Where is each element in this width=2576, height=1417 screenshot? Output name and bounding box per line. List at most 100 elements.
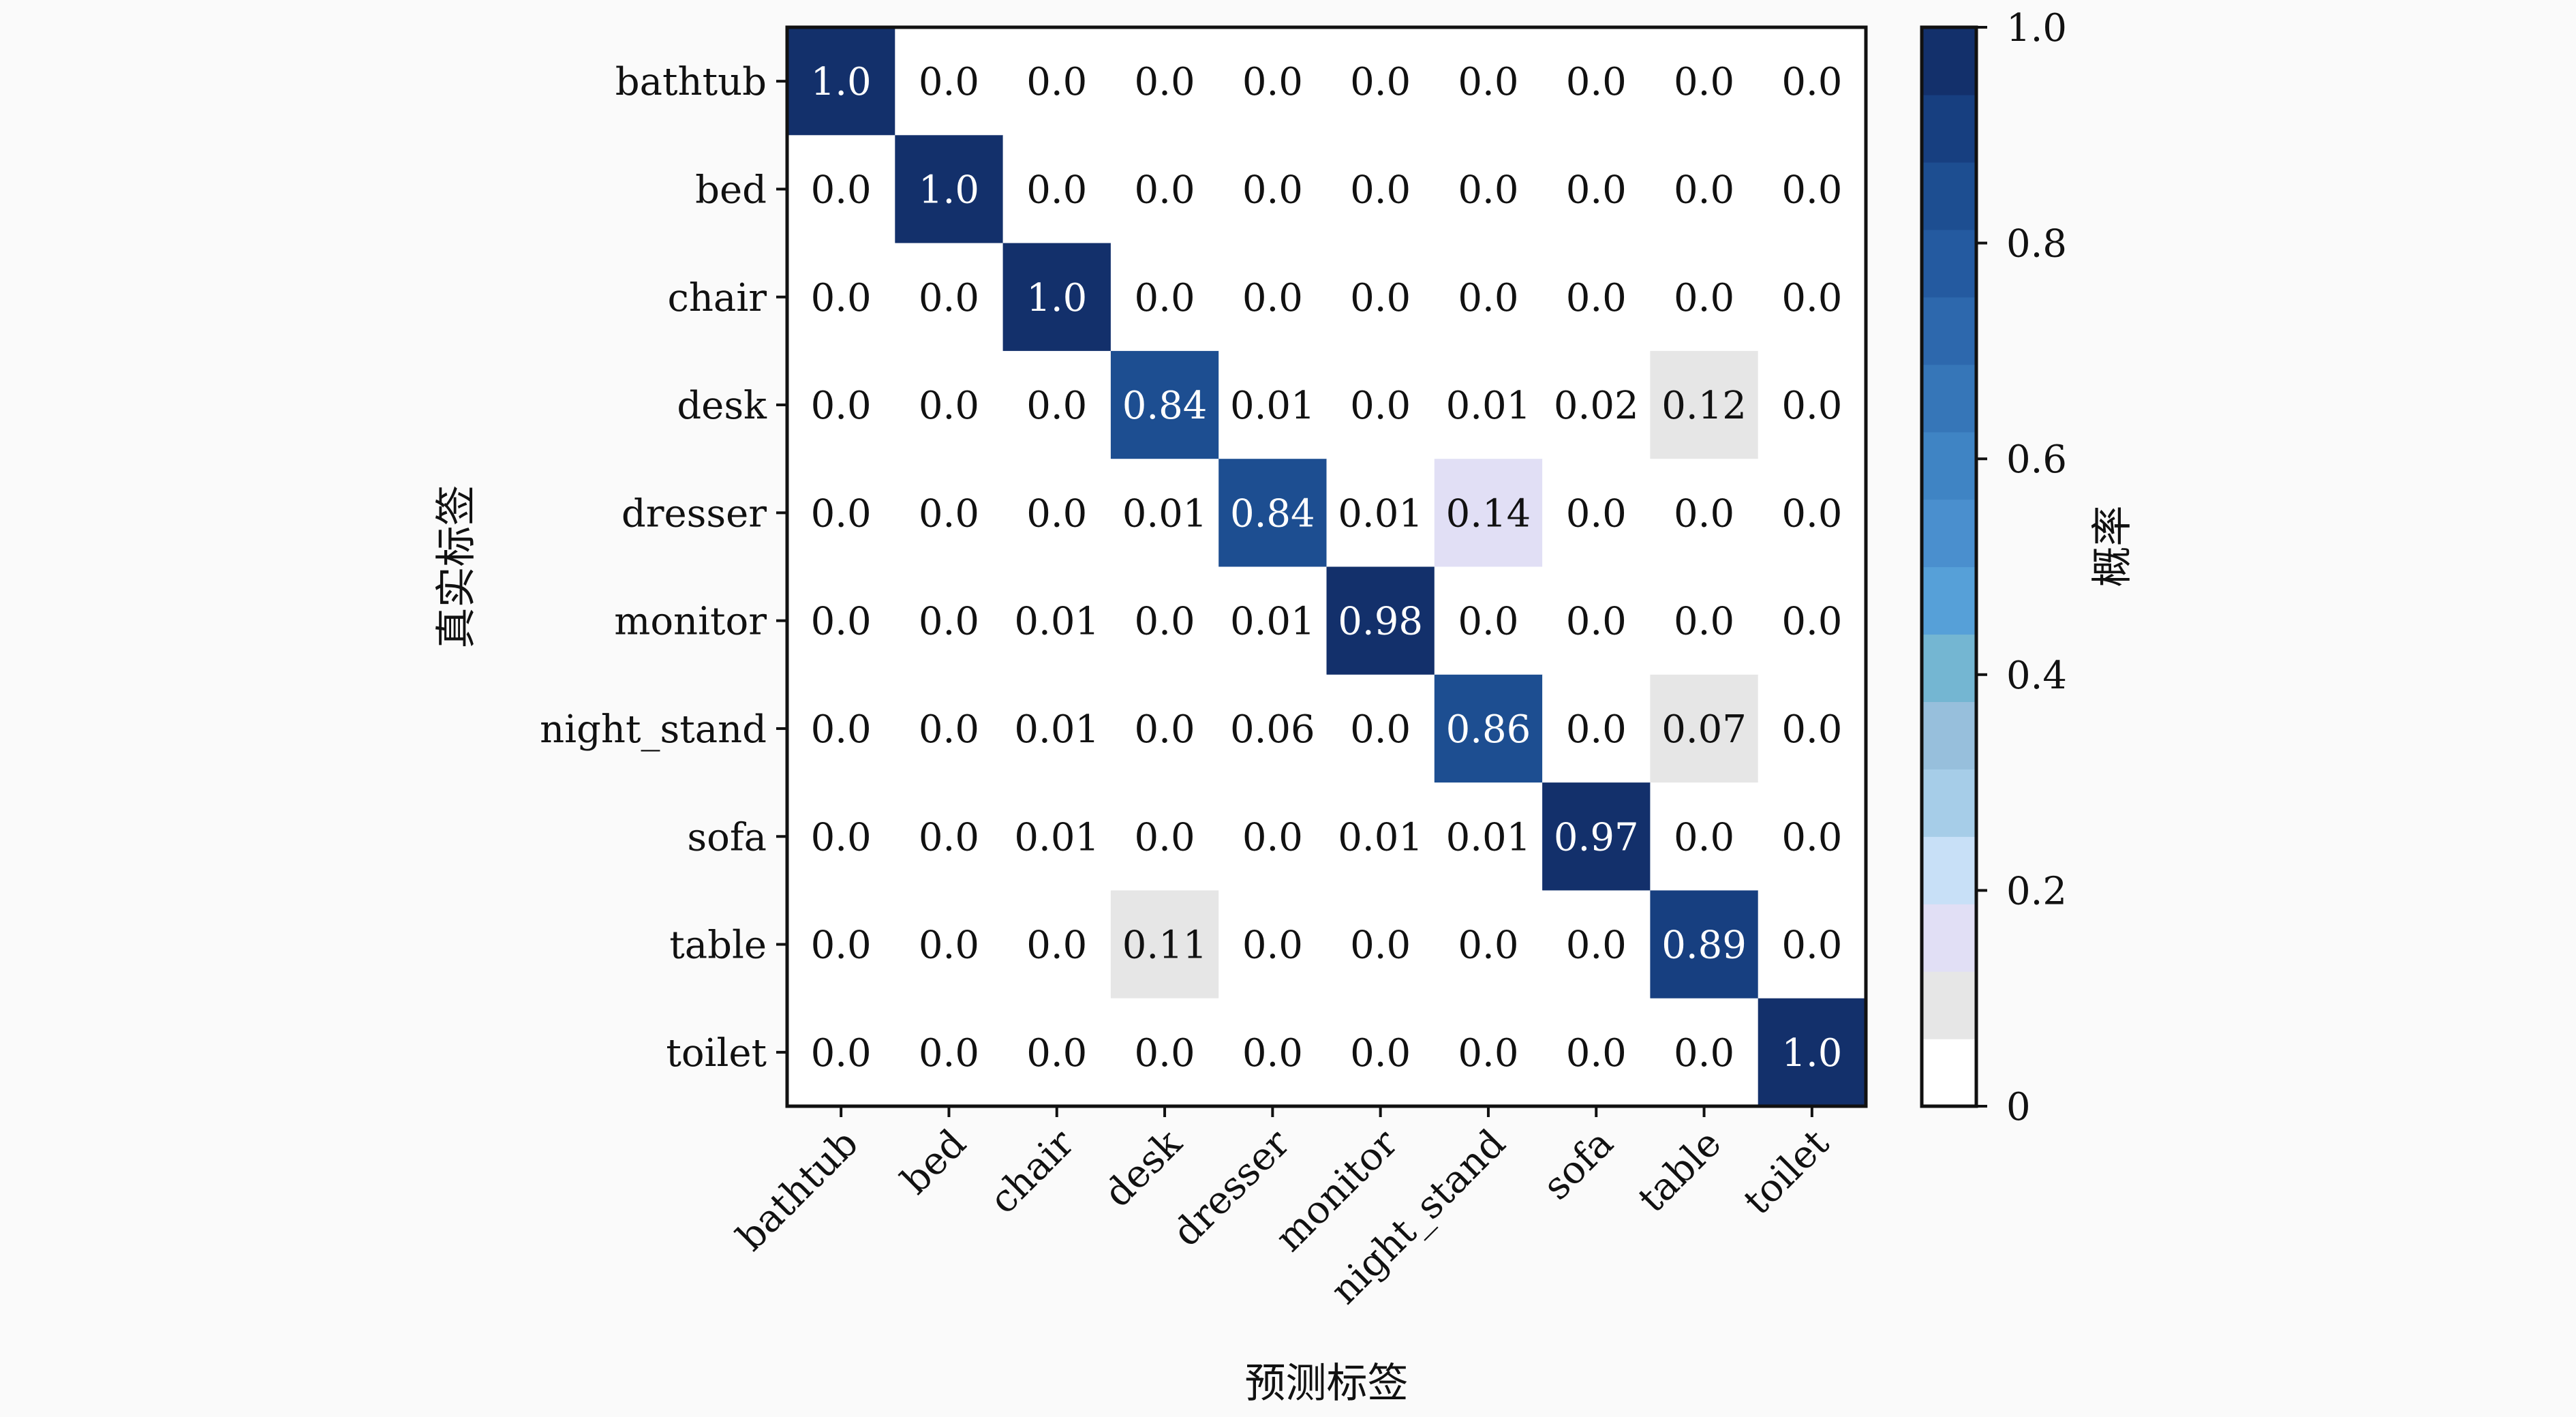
cell-value-label: 0.01 — [1122, 491, 1208, 536]
cell-value-label: 0.0 — [1242, 60, 1303, 104]
cell-value-label: 0.0 — [1781, 924, 1842, 968]
cell-value-label: 0.0 — [1674, 600, 1734, 644]
heatmap-cell — [1650, 566, 1759, 675]
colorbar-segment — [1922, 1039, 1976, 1107]
colorbar-segment — [1922, 364, 1976, 433]
heatmap-cell — [1002, 135, 1111, 244]
cell-value-label: 0.0 — [811, 276, 872, 320]
heatmap-cell — [1434, 998, 1543, 1107]
heatmap-cell — [1542, 782, 1651, 891]
heatmap-cell — [1542, 890, 1651, 999]
cell-value-label: 0.0 — [1781, 491, 1842, 536]
cell-value-label: 1.0 — [1026, 276, 1087, 320]
heatmap-cell — [787, 243, 895, 352]
cell-value-label: 0.0 — [1781, 600, 1842, 644]
colorbar-tick-label: 0.6 — [2006, 438, 2067, 482]
heatmap-cell — [1326, 998, 1435, 1107]
heatmap-cell — [1110, 459, 1219, 568]
colorbar-segment — [1922, 94, 1976, 163]
cell-value-label: 0.0 — [1242, 815, 1303, 859]
heatmap-cell — [895, 350, 1004, 459]
cell-value-label: 0.0 — [1674, 276, 1734, 320]
x-tick-label: table — [1630, 1121, 1730, 1221]
heatmap-cell — [1110, 243, 1219, 352]
heatmap-cell — [1434, 566, 1543, 675]
cell-value-label: 0.0 — [919, 600, 979, 644]
cell-value-label: 0.0 — [919, 707, 979, 752]
cell-value-label: 1.0 — [1781, 1031, 1842, 1076]
heatmap-cell — [1326, 674, 1435, 783]
cell-value-label: 0.11 — [1122, 924, 1208, 968]
x-axis-ticks: bathtub bed chair deskdressermonitornight_s… — [729, 1106, 1838, 1313]
colorbar-segment — [1922, 162, 1976, 230]
heatmap-cell — [1326, 243, 1435, 352]
heatmap-cell — [1002, 350, 1111, 459]
heatmap-cell — [787, 27, 895, 136]
heatmap-cell — [1002, 998, 1111, 1107]
heatmap-cell — [787, 998, 895, 1107]
heatmap-cell — [1326, 350, 1435, 459]
cell-value-label: 0.0 — [919, 815, 979, 859]
cell-value-label: 0.07 — [1661, 707, 1747, 752]
x-tick-label: chair — [981, 1121, 1083, 1223]
heatmap-cell — [1542, 243, 1651, 352]
heatmap-cell — [1650, 459, 1759, 568]
colorbar-segment — [1922, 904, 1976, 972]
cell-value-label: 0.01 — [1446, 815, 1531, 859]
cell-value-label: 0.0 — [919, 384, 979, 428]
cell-value-label: 0.01 — [1230, 600, 1315, 644]
heatmap-cell — [1002, 890, 1111, 999]
heatmap-cell — [1542, 135, 1651, 244]
y-tick-label: toilet — [666, 1031, 767, 1076]
heatmap-cell — [1110, 135, 1219, 244]
cell-value-label: 0.0 — [811, 168, 872, 212]
heatmap-cell — [1542, 566, 1651, 675]
heatmap-cell — [895, 566, 1004, 675]
heatmap-cell — [1758, 890, 1867, 999]
heatmap-cell — [787, 566, 895, 675]
cell-value-label: 0.0 — [919, 1031, 979, 1076]
heatmap-cell — [1758, 998, 1867, 1107]
cell-value-label: 0.01 — [1014, 707, 1099, 752]
cell-value-label: 0.0 — [1135, 815, 1195, 859]
cell-value-label: 0.0 — [1135, 600, 1195, 644]
cell-value-label: 0.0 — [811, 924, 872, 968]
heatmap-cell — [895, 674, 1004, 783]
heatmap-cell — [1110, 782, 1219, 891]
cell-value-label: 0.01 — [1446, 384, 1531, 428]
y-tick-label: table — [669, 924, 767, 968]
heatmap-cell — [1434, 135, 1543, 244]
y-tick-label: night_stand — [540, 707, 767, 752]
cell-value-label: 0.0 — [1566, 491, 1627, 536]
heatmap-cell — [1002, 782, 1111, 891]
cell-value-label: 0.0 — [811, 600, 872, 644]
y-tick-label: bathtub — [615, 60, 767, 104]
heatmap-cell — [1434, 350, 1543, 459]
colorbar-segment — [1922, 836, 1976, 904]
colorbar-tick-label: 0.4 — [2006, 654, 2067, 698]
heatmap-cell — [1650, 782, 1759, 891]
cell-value-label: 0.0 — [1566, 276, 1627, 320]
colorbar-title: 概率 — [2089, 506, 2136, 588]
heatmap-cell — [1110, 998, 1219, 1107]
heatmap-cell — [787, 135, 895, 244]
cell-value-label: 0.0 — [1781, 707, 1842, 752]
heatmap-cell — [1650, 27, 1759, 136]
heatmap-cell — [1434, 27, 1543, 136]
cell-value-label: 0.0 — [1242, 1031, 1303, 1076]
cell-value-label: 0.12 — [1661, 384, 1747, 428]
cell-value-label: 0.0 — [1026, 924, 1087, 968]
colorbar-segment — [1922, 229, 1976, 298]
heatmap-cell — [1758, 674, 1867, 783]
heatmap-cell — [1110, 566, 1219, 675]
cell-value-label: 1.0 — [919, 168, 979, 212]
heatmap-cell — [1434, 674, 1543, 783]
y-axis-title: 真实标签 — [433, 485, 480, 649]
colorbar-segment — [1922, 769, 1976, 837]
cell-value-label: 0.0 — [1674, 60, 1734, 104]
heatmap-cell — [1758, 27, 1867, 136]
heatmap-cell — [1650, 674, 1759, 783]
heatmap-cell — [895, 782, 1004, 891]
y-axis-ticks: bathtub bed chair desk dresser monitor night_s… — [540, 60, 787, 1076]
